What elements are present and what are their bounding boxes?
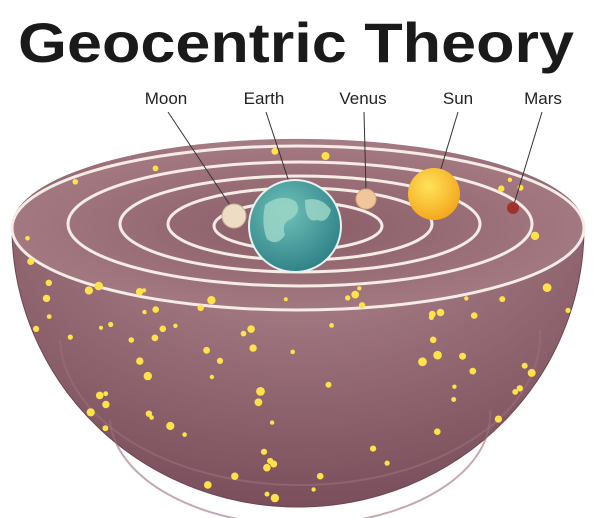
star	[522, 363, 528, 369]
mars	[507, 202, 519, 214]
label: Earth	[244, 89, 285, 108]
star	[433, 351, 442, 360]
star	[136, 357, 143, 364]
label: Sun	[443, 89, 473, 108]
star	[271, 494, 279, 502]
star	[256, 387, 265, 396]
star	[203, 347, 210, 354]
star	[142, 288, 146, 292]
label: Moon	[145, 89, 188, 108]
star	[249, 344, 256, 351]
star	[96, 392, 104, 400]
star	[495, 416, 502, 423]
star	[385, 461, 390, 466]
star	[429, 315, 434, 320]
star	[255, 398, 263, 406]
moon	[222, 204, 246, 228]
star	[345, 295, 350, 300]
star	[311, 487, 315, 491]
star	[499, 296, 505, 302]
star	[142, 310, 146, 314]
star	[231, 473, 238, 480]
venus	[356, 189, 376, 209]
star	[543, 283, 552, 292]
star	[73, 179, 79, 185]
star	[437, 309, 445, 317]
star	[173, 324, 177, 328]
star	[108, 322, 113, 327]
star	[103, 391, 108, 396]
star	[25, 236, 30, 241]
title: Geocentric Theory	[18, 11, 574, 74]
star	[33, 326, 39, 332]
star	[322, 152, 330, 160]
star	[241, 331, 247, 337]
star	[370, 446, 376, 452]
star	[434, 428, 441, 435]
star	[68, 335, 73, 340]
star	[152, 335, 159, 342]
star	[270, 420, 274, 424]
star	[99, 326, 103, 330]
star	[207, 296, 215, 304]
star	[198, 305, 204, 311]
star	[146, 411, 152, 417]
star	[351, 291, 359, 299]
star	[498, 185, 504, 191]
star	[265, 492, 270, 497]
star	[182, 432, 187, 437]
star	[87, 408, 95, 416]
star	[43, 295, 50, 302]
star	[459, 353, 466, 360]
star	[263, 464, 271, 472]
star	[290, 350, 295, 355]
star	[271, 148, 278, 155]
star	[464, 296, 468, 300]
star	[261, 449, 267, 455]
star	[418, 357, 427, 366]
star	[247, 325, 255, 333]
label: Mars	[524, 89, 562, 108]
star	[144, 372, 152, 380]
page: Geocentric Theory Moon Earth Venus Sun M…	[0, 0, 593, 518]
star	[85, 286, 93, 294]
star	[136, 288, 143, 295]
star	[469, 368, 476, 375]
star	[528, 369, 536, 377]
star	[452, 385, 456, 389]
star	[27, 258, 34, 265]
star	[160, 326, 167, 333]
star	[471, 312, 478, 319]
star	[129, 337, 135, 343]
star	[359, 302, 365, 308]
star	[166, 422, 174, 430]
star	[329, 323, 334, 328]
star	[210, 375, 214, 379]
star	[102, 401, 109, 408]
star	[47, 314, 52, 319]
star	[94, 282, 103, 291]
star	[357, 286, 361, 290]
star	[508, 178, 512, 182]
star	[284, 297, 288, 301]
star	[531, 232, 539, 240]
diagram: Geocentric Theory Moon Earth Venus Sun M…	[0, 0, 593, 518]
star	[46, 280, 52, 286]
star	[512, 389, 518, 395]
star	[451, 397, 456, 402]
star	[430, 337, 437, 344]
star	[326, 382, 332, 388]
star	[204, 481, 212, 489]
star	[317, 473, 324, 480]
earth	[249, 180, 341, 272]
star	[565, 308, 570, 313]
star	[152, 306, 159, 313]
star	[217, 358, 223, 364]
label: Venus	[339, 89, 386, 108]
star	[103, 425, 109, 431]
star	[267, 458, 273, 464]
sun	[408, 168, 460, 220]
star	[153, 166, 159, 172]
